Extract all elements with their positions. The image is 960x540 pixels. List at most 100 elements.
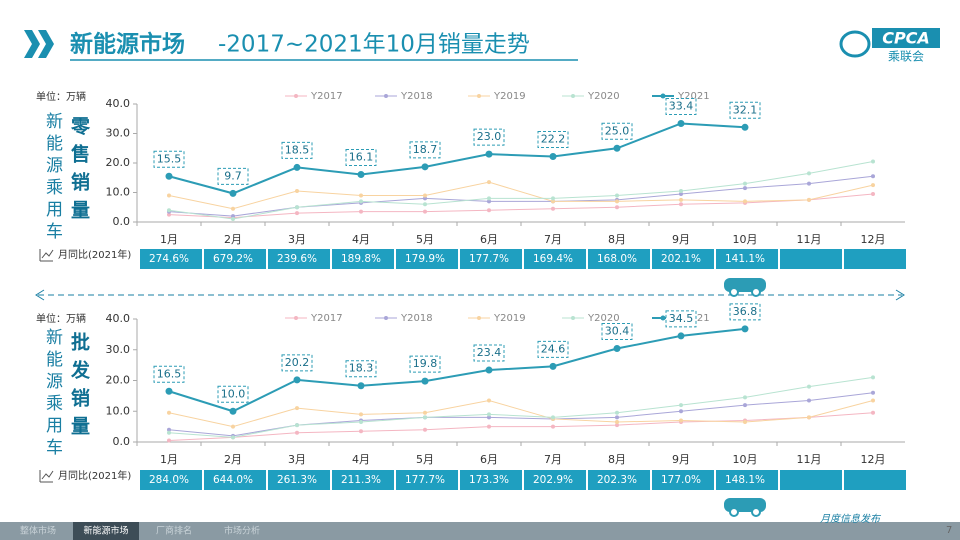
yoy-cell xyxy=(460,249,522,269)
y-tick-label: 10.0 xyxy=(106,404,131,417)
x-tick-label: 5月 xyxy=(416,453,434,466)
value-label: 18.5 xyxy=(285,143,310,156)
yoy-value: 141.1% xyxy=(725,253,765,265)
point xyxy=(807,384,811,389)
point xyxy=(423,196,427,201)
point xyxy=(615,199,619,204)
series-line xyxy=(168,175,874,217)
yoy-value: 168.0% xyxy=(597,253,637,265)
value-label: 18.7 xyxy=(413,143,438,156)
yoy-value: 202.3% xyxy=(597,474,637,486)
value-label-box xyxy=(281,354,313,372)
yoy-cell xyxy=(716,249,778,269)
point xyxy=(293,376,301,384)
point xyxy=(293,163,301,171)
yoy-cell xyxy=(524,470,586,490)
yoy-cell xyxy=(204,249,266,269)
point xyxy=(679,191,683,196)
legend-marker xyxy=(571,316,575,320)
yoy-value: 211.3% xyxy=(341,474,381,486)
point xyxy=(551,415,555,420)
yoy-value: 274.6% xyxy=(149,253,189,265)
point xyxy=(231,206,235,211)
point xyxy=(743,420,747,425)
legend-label: Y2017 xyxy=(310,313,343,324)
point xyxy=(487,424,491,429)
yoy-cell xyxy=(588,470,650,490)
x-tick-label: 3月 xyxy=(288,233,306,246)
logo-box xyxy=(872,28,940,48)
value-label-box xyxy=(281,141,313,159)
point xyxy=(231,424,235,429)
point xyxy=(679,409,683,414)
value-label: 10.0 xyxy=(221,387,246,400)
point xyxy=(231,435,235,440)
footer-tab xyxy=(141,522,207,540)
value-label: 9.7 xyxy=(224,169,242,182)
point xyxy=(423,193,427,198)
value-label: 19.8 xyxy=(413,357,438,370)
x-tick-label: 1月 xyxy=(160,453,178,466)
header-icon xyxy=(24,30,54,58)
point xyxy=(295,430,299,435)
yoy-cell xyxy=(652,470,714,490)
unit-label: 单位：万辆 xyxy=(36,312,86,325)
legend-label: Y2018 xyxy=(400,313,433,324)
x-tick-label: 10月 xyxy=(733,453,758,466)
value-label: 32.1 xyxy=(733,103,758,116)
x-tick-label: 8月 xyxy=(608,233,626,246)
yoy-cell xyxy=(332,249,394,269)
value-label: 25.0 xyxy=(605,124,630,137)
point xyxy=(615,415,619,420)
legend-marker xyxy=(477,316,481,320)
footer-tab xyxy=(209,522,275,540)
value-label-box xyxy=(665,310,697,328)
point xyxy=(741,325,749,333)
x-tick-label: 7月 xyxy=(544,233,562,246)
legend-marker xyxy=(294,94,298,98)
x-tick-label: 12月 xyxy=(861,453,886,466)
x-tick-label: 2月 xyxy=(224,453,242,466)
point xyxy=(167,193,171,198)
chart-label: 零售销量 xyxy=(68,116,90,228)
yoy-value: 644.0% xyxy=(213,474,253,486)
point xyxy=(485,150,493,158)
legend-marker xyxy=(294,316,298,320)
value-label-box xyxy=(409,355,441,373)
point xyxy=(359,209,363,214)
series-line xyxy=(168,122,746,195)
point xyxy=(167,438,171,443)
legend-label: Y2017 xyxy=(310,91,343,102)
value-label-box xyxy=(345,149,377,167)
yoy-value: 202.9% xyxy=(533,474,573,486)
value-label-box xyxy=(601,323,633,341)
point xyxy=(487,208,491,213)
point xyxy=(423,209,427,214)
value-label: 24.6 xyxy=(541,342,566,355)
footer-tab xyxy=(73,522,139,540)
point xyxy=(229,189,237,197)
yoy-value: 177.7% xyxy=(405,474,445,486)
point xyxy=(615,410,619,415)
footer-tab-label: 市场分析 xyxy=(224,525,260,537)
point xyxy=(167,430,171,435)
yoy-value: 239.6% xyxy=(277,253,317,265)
series-line xyxy=(168,327,746,413)
x-tick-label: 5月 xyxy=(416,233,434,246)
x-tick-label: 9月 xyxy=(672,233,690,246)
point xyxy=(487,196,491,201)
x-tick-label: 11月 xyxy=(797,453,822,466)
value-label-box xyxy=(601,122,633,140)
value-label-box xyxy=(409,141,441,159)
divider xyxy=(35,289,905,301)
series-line xyxy=(168,181,874,210)
point xyxy=(679,189,683,194)
yoy-value: 261.3% xyxy=(277,474,317,486)
point xyxy=(487,415,491,420)
point xyxy=(359,199,363,204)
point xyxy=(487,199,491,204)
legend-label: Y2019 xyxy=(493,313,526,324)
yoy-cell xyxy=(204,470,266,490)
point xyxy=(807,181,811,186)
